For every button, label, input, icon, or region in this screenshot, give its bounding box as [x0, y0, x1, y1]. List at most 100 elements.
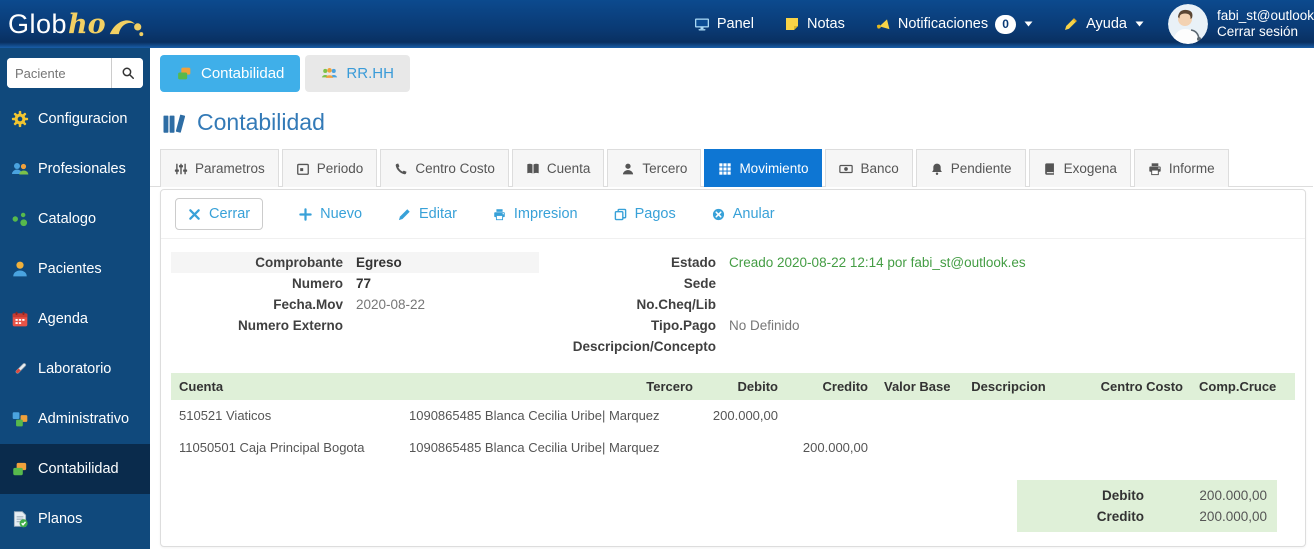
doc-check-icon: [11, 510, 29, 528]
toolbar: Cerrar Nuevo Editar Impresion: [161, 190, 1305, 239]
toolbar-button[interactable]: Editar: [398, 206, 457, 222]
toolbar-button[interactable]: Anular: [712, 206, 775, 222]
module-tab-label: Cuenta: [546, 161, 591, 176]
sidebar-item-label: Contabilidad: [38, 461, 119, 477]
column-header: Comp.Cruce: [1191, 373, 1295, 400]
detail-row: Sede: [539, 273, 1293, 294]
edit-icon: [398, 208, 411, 221]
module-tab[interactable]: Banco: [825, 149, 913, 187]
navbar-item[interactable]: Notas: [784, 16, 845, 32]
navbar-item[interactable]: Ayuda: [1063, 16, 1144, 32]
x-icon: [188, 208, 201, 221]
bell-icon: [930, 162, 944, 176]
navbar-item-label: Notas: [806, 16, 845, 32]
globho-logo: Glob ho: [0, 8, 150, 39]
logo-text-glob: Glob: [8, 8, 68, 39]
movement-row[interactable]: 11050501 Caja Principal Bogota 109086548…: [171, 432, 1295, 464]
detail-value: Creado 2020-08-22 12:14 por fabi_st@outl…: [729, 255, 1026, 270]
top-navbar: Glob ho Panel Notas Notificaciones 0: [0, 0, 1314, 48]
note-icon: [784, 16, 800, 32]
toolbar-button[interactable]: Pagos: [614, 206, 676, 222]
cell-cuenta: 510521 Viaticos: [179, 408, 272, 423]
module-tab[interactable]: Informe: [1133, 149, 1229, 187]
logout-link[interactable]: Cerrar sesión: [1216, 24, 1299, 39]
copy-icon: [614, 208, 627, 221]
module-tab[interactable]: Exogena: [1028, 149, 1131, 187]
detail-label: Numero Externo: [237, 318, 343, 333]
module-tab-label: Exogena: [1063, 161, 1117, 176]
module-tab[interactable]: Centro Costo: [380, 149, 509, 187]
megaphone-icon: [875, 16, 891, 32]
sidebar: Configuracion Profesionales Catalogo Pac…: [0, 48, 150, 549]
toolbar-button-label: Anular: [732, 206, 775, 222]
cell-comp-cruce: [1191, 432, 1295, 464]
person-icon: [621, 162, 635, 176]
navbar-item[interactable]: Panel: [694, 16, 754, 32]
module-tab[interactable]: Cuenta: [511, 149, 605, 187]
sidebar-item[interactable]: Configuracion: [0, 94, 150, 144]
user-menu[interactable]: fabi_st@outlook Cerrar sesión: [1167, 4, 1314, 44]
sidebar-item[interactable]: Planos: [0, 494, 150, 544]
detail-row: Descripcion/Concepto: [539, 336, 1293, 357]
module-tab[interactable]: Pendiente: [915, 149, 1026, 187]
sidebar-item-label: Profesionales: [38, 161, 126, 177]
detail-label: Estado: [670, 255, 716, 270]
module-tab[interactable]: Tercero: [607, 149, 702, 187]
module-tab-label: Movimiento: [739, 161, 809, 176]
module-tab-label: Tercero: [642, 161, 688, 176]
app-tab[interactable]: RR.HH: [305, 55, 410, 92]
voucher-detail-left: Comprobante Egreso Numero 77 Fecha.Mov 2…: [171, 252, 539, 357]
cell-descripcion: [961, 432, 1056, 464]
cell-tercero: 1090865485 Blanca Cecilia Uribe| Marquez: [409, 408, 660, 423]
sidebar-item[interactable]: Profesionales: [0, 144, 150, 194]
patient-search-input[interactable]: [7, 58, 111, 88]
ledger-icon: [1043, 162, 1057, 176]
sidebar-item[interactable]: Agenda: [0, 294, 150, 344]
logo-swoosh-icon: [108, 15, 144, 37]
sidebar-item-label: Catalogo: [38, 211, 97, 227]
column-header: Valor Base: [876, 373, 961, 400]
search-button[interactable]: [111, 58, 143, 88]
module-tab[interactable]: Parametros: [160, 149, 279, 187]
app-tabs: Contabilidad RR.HH: [150, 48, 1314, 92]
sidebar-nav: Configuracion Profesionales Catalogo Pac…: [0, 94, 150, 544]
period-icon: [296, 162, 310, 176]
navbar-item-label: Notificaciones: [897, 16, 989, 32]
module-tab[interactable]: Periodo: [281, 149, 378, 187]
sidebar-item-label: Planos: [38, 511, 83, 527]
caret-down-icon: [1135, 21, 1144, 27]
module-tab[interactable]: Movimiento: [704, 149, 823, 187]
user-avatar[interactable]: [1167, 4, 1208, 44]
column-header: Credito: [786, 373, 876, 400]
cell-credito: 200.000,00: [802, 440, 868, 455]
pencil-yellow-icon: [1063, 16, 1079, 32]
printer-icon: [1148, 162, 1162, 176]
column-header: Debito: [701, 373, 786, 400]
module-tabbar: Parametros Periodo Centro Costo Cuenta T…: [150, 149, 1313, 187]
app-tab[interactable]: Contabilidad: [160, 55, 301, 92]
detail-row: Fecha.Mov 2020-08-22: [171, 294, 539, 315]
caret-down-icon: [1024, 21, 1033, 27]
banknote-icon: [839, 162, 854, 176]
detail-label: Sede: [683, 276, 716, 291]
sidebar-item-label: Administrativo: [38, 411, 130, 427]
totals-row: Credito 200.000,00: [1027, 506, 1267, 527]
sidebar-item[interactable]: Laboratorio: [0, 344, 150, 394]
detail-label: Tipo.Pago: [650, 318, 716, 333]
phone-icon: [394, 162, 408, 176]
toolbar-button[interactable]: Impresion: [493, 206, 578, 222]
sidebar-item[interactable]: Pacientes: [0, 244, 150, 294]
catalog-icon: [11, 210, 29, 228]
navbar-item-label: Ayuda: [1086, 16, 1127, 32]
team-icon: [321, 65, 338, 82]
navbar-item[interactable]: Notificaciones 0: [875, 14, 1033, 34]
toolbar-button[interactable]: Nuevo: [299, 206, 362, 222]
movement-row[interactable]: 510521 Viaticos 1090865485 Blanca Cecili…: [171, 400, 1295, 432]
sidebar-item[interactable]: Catalogo: [0, 194, 150, 244]
toolbar-button-label: Editar: [419, 206, 457, 222]
toolbar-button[interactable]: Cerrar: [175, 198, 264, 230]
sidebar-item[interactable]: Administrativo: [0, 394, 150, 444]
sidebar-item[interactable]: Contabilidad: [0, 444, 150, 494]
layers-icon: [11, 460, 29, 478]
module-tab-label: Pendiente: [950, 161, 1012, 176]
